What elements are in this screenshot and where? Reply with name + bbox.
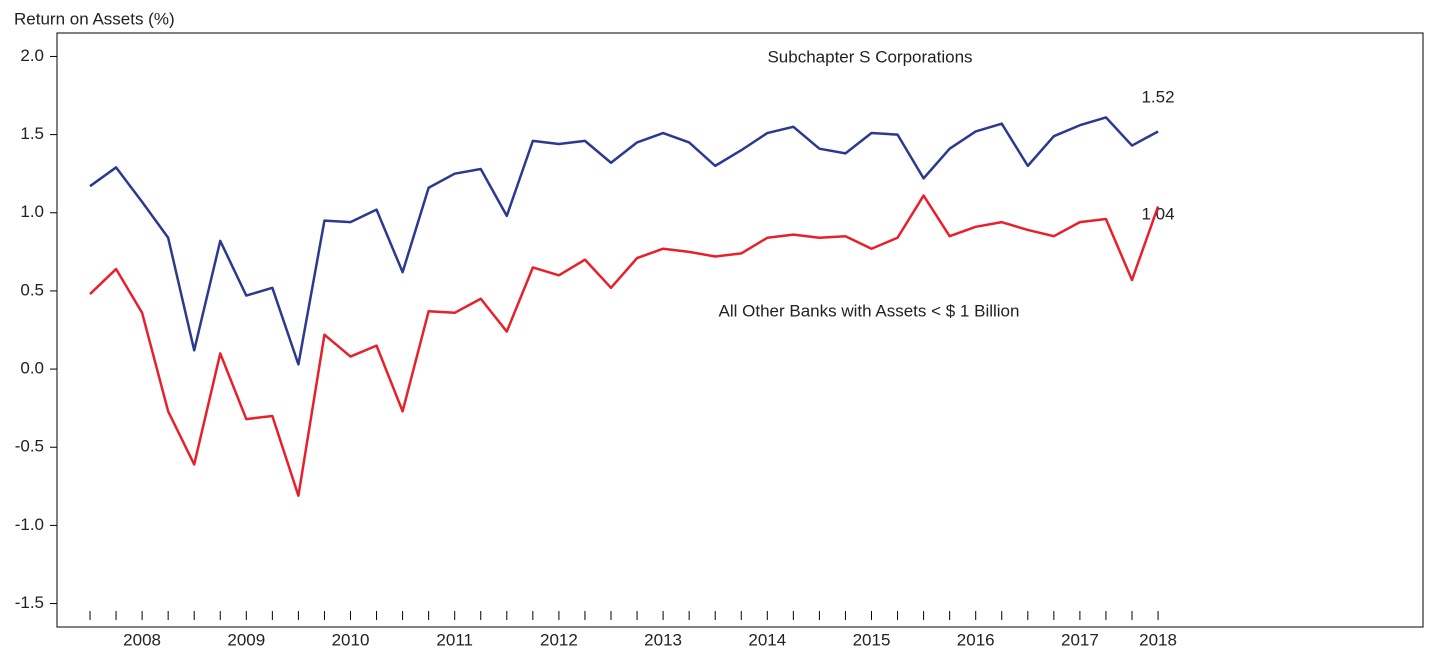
series-line: [89, 194, 1160, 497]
x-tick-label: 2013: [644, 630, 682, 649]
end-value-label: 1.52: [1141, 87, 1174, 106]
series-label: Subchapter S Corporations: [767, 47, 972, 66]
x-tick-label: 2010: [332, 630, 370, 649]
x-tick-label: 2014: [748, 630, 786, 649]
y-tick-label: -0.5: [15, 437, 44, 456]
y-tick-label: 1.0: [20, 202, 44, 221]
x-tick-label: 2015: [853, 630, 891, 649]
y-axis-label: Return on Assets (%): [14, 9, 175, 28]
x-tick-label: 2009: [227, 630, 265, 649]
x-tick-label: 2012: [540, 630, 578, 649]
x-tick-label: 2016: [957, 630, 995, 649]
y-tick-label: -1.5: [15, 593, 44, 612]
end-value-label: 1.04: [1141, 204, 1174, 223]
y-tick-label: 0.0: [20, 359, 44, 378]
x-tick-label: 2017: [1061, 630, 1099, 649]
series-label: All Other Banks with Assets < $ 1 Billio…: [719, 301, 1020, 320]
y-tick-label: -1.0: [15, 515, 44, 534]
series-line: [89, 116, 1159, 366]
y-tick-label: 2.0: [20, 46, 44, 65]
plot-frame: [56, 32, 1424, 628]
x-tick-label: 2018: [1139, 630, 1177, 649]
y-tick-label: 1.5: [20, 124, 44, 143]
x-tick-label: 2011: [436, 630, 473, 649]
y-tick-label: 0.5: [20, 280, 44, 299]
x-tick-label: 2008: [123, 630, 161, 649]
